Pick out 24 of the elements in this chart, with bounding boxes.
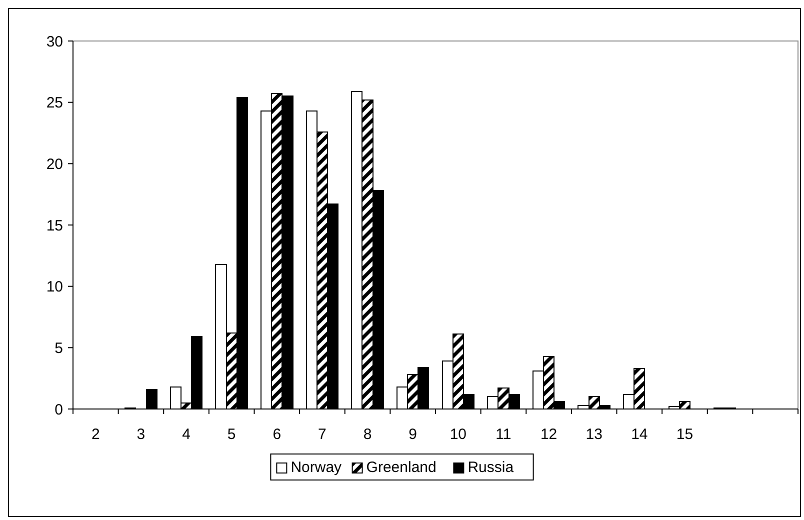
legend-label: Russia — [468, 459, 514, 476]
y-tick-label: 20 — [46, 156, 63, 173]
y-tick-label: 5 — [54, 340, 63, 357]
x-tick-label: 9 — [408, 426, 418, 443]
x-tick-label: 14 — [631, 426, 648, 443]
x-tick-label: 5 — [227, 426, 236, 443]
x-tick-label: 2 — [91, 426, 100, 443]
x-tick-label: 6 — [272, 426, 282, 443]
y-tick-label: 15 — [46, 217, 63, 234]
x-tick-label: 8 — [363, 426, 372, 443]
y-tick-label: 25 — [46, 94, 63, 112]
y-tick-label: 10 — [46, 278, 63, 296]
x-tick-label: 7 — [318, 426, 326, 443]
x-tick-label: 11 — [496, 426, 512, 443]
y-tick-label: 30 — [46, 33, 63, 50]
x-tick-label: 10 — [450, 426, 466, 443]
x-tick-label: 12 — [540, 426, 558, 443]
x-tick-label: 15 — [676, 426, 694, 443]
x-tick-label: 13 — [586, 426, 602, 443]
legend-label: Greenland — [366, 459, 436, 476]
legend-label: Norway — [290, 459, 342, 476]
x-tick-label: 3 — [136, 426, 146, 443]
y-tick-label: 0 — [54, 401, 63, 418]
x-tick-label: 4 — [182, 426, 190, 443]
